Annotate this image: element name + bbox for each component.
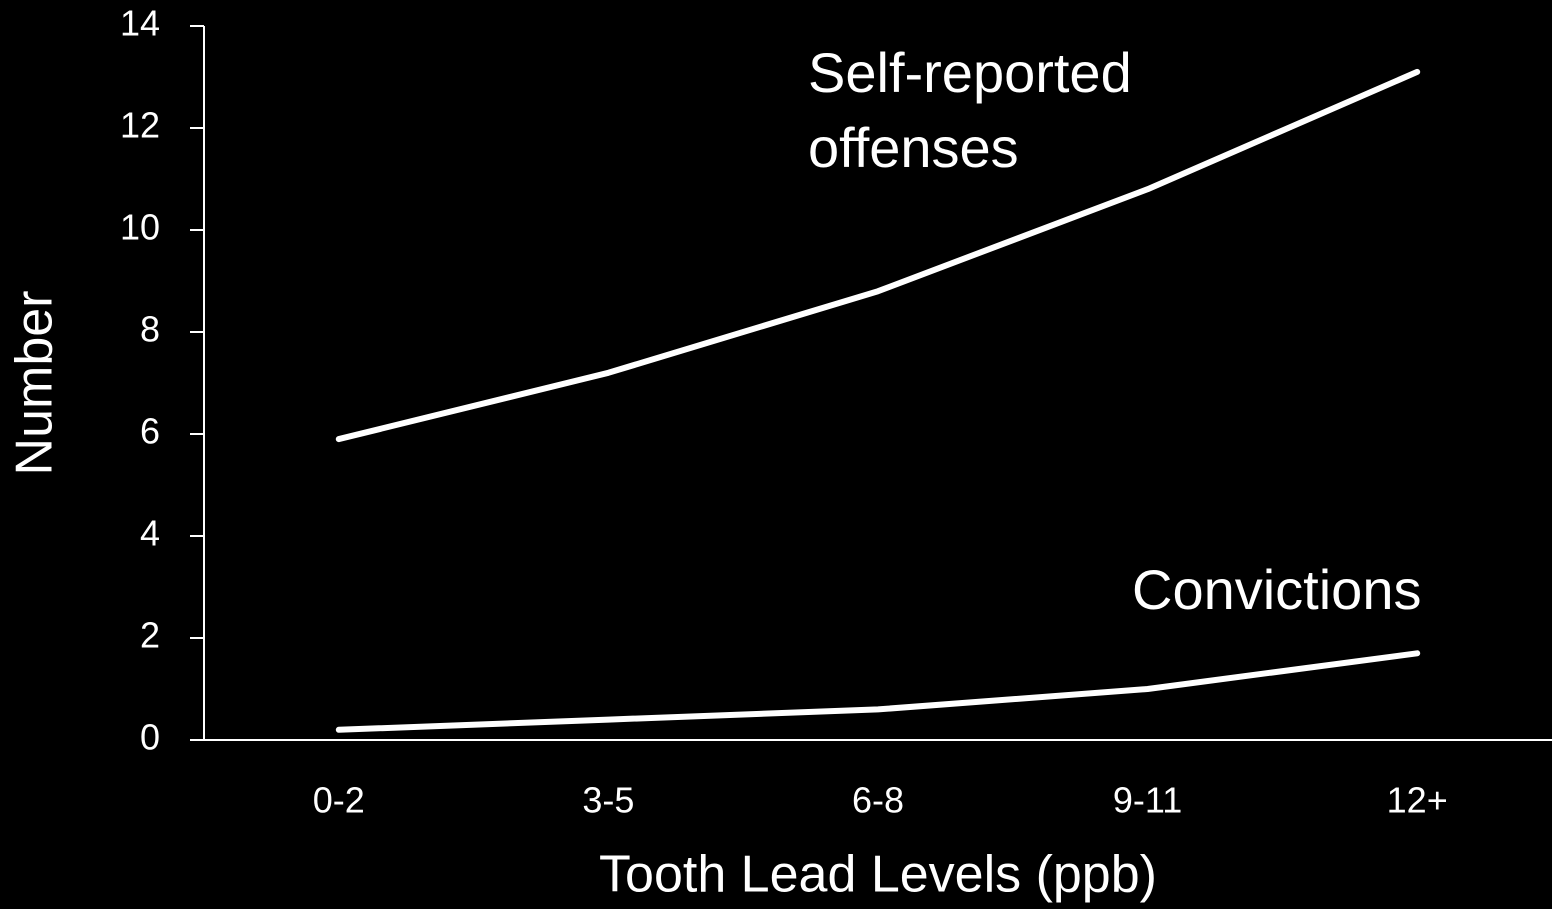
x-tick-label: 0-2 xyxy=(313,780,365,821)
y-tick-label: 14 xyxy=(120,3,160,44)
x-axis-title: Tooth Lead Levels (ppb) xyxy=(599,846,1157,904)
series-label: Self-reported offenses xyxy=(808,41,1132,179)
x-tick-label: 6-8 xyxy=(852,780,904,821)
y-tick-label: 4 xyxy=(140,513,160,554)
y-tick-label: 2 xyxy=(140,615,160,656)
y-tick-label: 0 xyxy=(140,717,160,758)
series-line xyxy=(335,68,1421,443)
y-tick-label: 12 xyxy=(120,105,160,146)
y-tick-label: 6 xyxy=(140,411,160,452)
y-tick-label: 10 xyxy=(120,207,160,248)
x-tick-label: 12+ xyxy=(1387,780,1448,821)
x-tick-label: 9-11 xyxy=(1113,780,1182,821)
y-tick-label: 8 xyxy=(140,309,160,350)
series-line xyxy=(335,650,1421,733)
x-tick-label: 3-5 xyxy=(582,780,634,821)
series-label: Convictions xyxy=(1132,558,1422,621)
y-axis-title: Number xyxy=(6,291,64,476)
